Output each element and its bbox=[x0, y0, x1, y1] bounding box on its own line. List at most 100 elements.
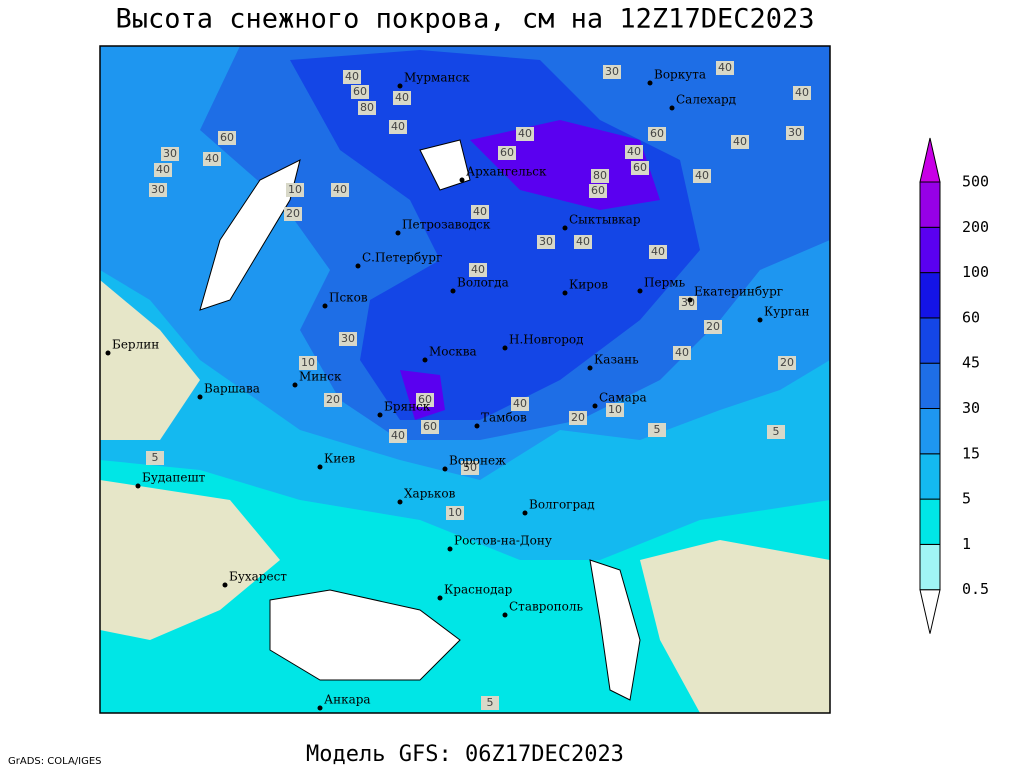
title: Высота снежного покрова, см на 12Z17DEC2… bbox=[116, 4, 815, 35]
colorbar-label: 1 bbox=[962, 535, 971, 553]
contour-label: 40 bbox=[695, 169, 709, 182]
colorbar-label: 100 bbox=[962, 263, 989, 281]
contour-label-bg bbox=[421, 420, 439, 434]
contour-label: 40 bbox=[718, 61, 732, 74]
city-label: Москва bbox=[429, 345, 477, 359]
baltic-sea bbox=[199, 159, 301, 311]
city-dot bbox=[135, 483, 141, 489]
contour-label: 60 bbox=[500, 146, 514, 159]
contour-label-bg bbox=[693, 169, 711, 183]
city-label: Анкара bbox=[324, 693, 371, 707]
city-label: Брянск bbox=[384, 400, 431, 414]
contour-label-bg bbox=[469, 263, 487, 277]
contour-label-bg bbox=[389, 429, 407, 443]
city-dot bbox=[397, 499, 403, 505]
contour-label-bg bbox=[589, 184, 607, 198]
city-dot bbox=[562, 225, 568, 231]
contour-label-bg bbox=[389, 120, 407, 134]
contour-label-bg bbox=[471, 205, 489, 219]
contour-label: 60 bbox=[650, 127, 664, 140]
city-dot bbox=[522, 510, 528, 516]
contour-label: 10 bbox=[608, 403, 622, 416]
contour-label-bg bbox=[704, 320, 722, 334]
contour-label-bg bbox=[537, 235, 555, 249]
contour-label-bg bbox=[203, 152, 221, 166]
contour-label-bg bbox=[331, 183, 349, 197]
contour-label: 30 bbox=[341, 332, 355, 345]
contour-label-bg bbox=[673, 346, 691, 360]
contour-label: 40 bbox=[576, 235, 590, 248]
city-label: Волгоград bbox=[529, 498, 595, 512]
contour-label-bg bbox=[731, 135, 749, 149]
colorbar-label: 0.5 bbox=[962, 580, 989, 598]
city-label: Минск bbox=[299, 370, 342, 384]
contour-label: 60 bbox=[423, 420, 437, 433]
contour-label-bg bbox=[793, 86, 811, 100]
contour-label-bg bbox=[393, 91, 411, 105]
city-label: Варшава bbox=[204, 382, 260, 396]
contour-label: 60 bbox=[418, 393, 432, 406]
credit: GrADS: COLA/IGES bbox=[8, 756, 102, 767]
contour-label: 5 bbox=[773, 425, 780, 438]
city-label: Пермь bbox=[644, 276, 686, 290]
contour-label: 40 bbox=[471, 263, 485, 276]
colorbar-arrow bbox=[919, 589, 941, 634]
contour-label-bg bbox=[767, 425, 785, 439]
colorbar-segment bbox=[919, 226, 941, 274]
city-dot bbox=[592, 403, 598, 409]
contour-label-bg bbox=[461, 461, 479, 475]
contour-label: 30 bbox=[681, 296, 695, 309]
contour-label: 40 bbox=[513, 397, 527, 410]
city-label: Самара bbox=[599, 391, 647, 405]
contour-label: 60 bbox=[353, 85, 367, 98]
contour-label: 5 bbox=[654, 423, 661, 436]
contour-label: 20 bbox=[571, 411, 585, 424]
city-label: Берлин bbox=[112, 338, 159, 352]
contour-label: 40 bbox=[518, 127, 532, 140]
contour-label-bg bbox=[146, 451, 164, 465]
city-label: Воронеж bbox=[449, 454, 506, 468]
colorbar-label: 45 bbox=[962, 354, 980, 372]
city-dot bbox=[377, 412, 383, 418]
contour-label-bg bbox=[716, 61, 734, 75]
contour-label: 30 bbox=[151, 183, 165, 196]
city-label: Екатеринбург bbox=[694, 285, 783, 299]
contour-label-bg bbox=[299, 356, 317, 370]
city-label: Ставрополь bbox=[509, 600, 583, 614]
city-dot bbox=[757, 317, 763, 323]
contour-label: 40 bbox=[675, 346, 689, 359]
city-dot bbox=[317, 705, 323, 711]
contour-label-bg bbox=[446, 506, 464, 520]
contour-label: 40 bbox=[391, 429, 405, 442]
colorbar-segment bbox=[919, 317, 941, 364]
city-label: Тамбов bbox=[481, 411, 527, 425]
city-label: Архангельск bbox=[466, 165, 547, 179]
city-dot bbox=[292, 382, 298, 388]
contour-label-bg bbox=[574, 235, 592, 249]
contour-label-bg bbox=[625, 145, 643, 159]
contour-label-bg bbox=[358, 101, 376, 115]
caspian-sea bbox=[589, 559, 641, 701]
contour-label-bg bbox=[498, 146, 516, 160]
contour-label: 10 bbox=[448, 506, 462, 519]
contour-label: 10 bbox=[288, 183, 302, 196]
contour-label-bg bbox=[511, 397, 529, 411]
contour-label-bg bbox=[154, 163, 172, 177]
city-dot bbox=[637, 288, 643, 294]
colorbar-label: 5 bbox=[962, 490, 971, 508]
colorbar-arrow bbox=[919, 137, 941, 183]
colorbar-segment bbox=[919, 543, 941, 591]
city-label: Харьков bbox=[404, 487, 456, 501]
contour-label: 40 bbox=[651, 245, 665, 258]
contour-label-bg bbox=[343, 70, 361, 84]
city-dot bbox=[105, 350, 111, 356]
city-label: Ростов-на-Дону bbox=[454, 534, 552, 548]
city-dot bbox=[322, 303, 328, 309]
contour-label-bg bbox=[679, 296, 697, 310]
city-label: С.Петербург bbox=[362, 251, 442, 265]
city-dot bbox=[647, 80, 653, 86]
contour-label-bg bbox=[648, 127, 666, 141]
city-label: Н.Новгород bbox=[509, 333, 584, 347]
contour-label: 40 bbox=[627, 145, 641, 158]
city-label: Казань bbox=[594, 353, 639, 367]
